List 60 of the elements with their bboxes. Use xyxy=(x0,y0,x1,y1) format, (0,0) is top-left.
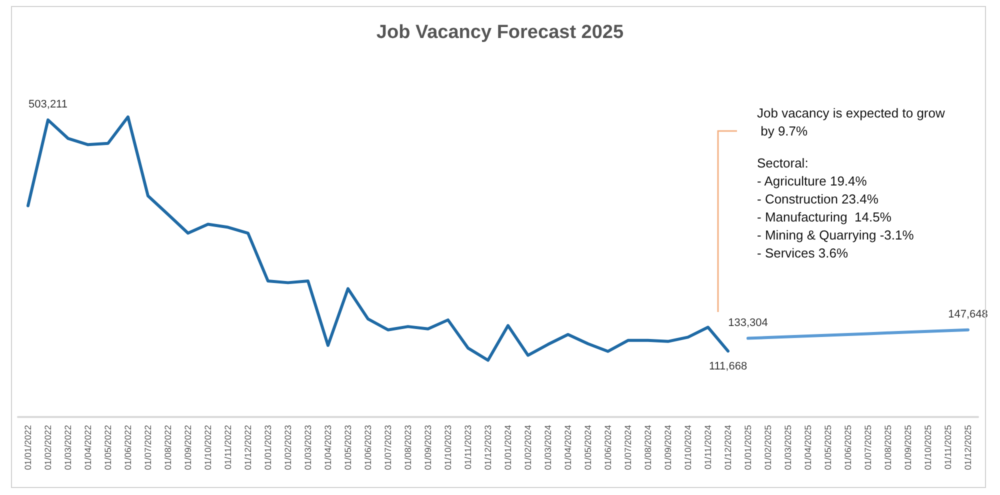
x-tick-label: 01/05/2025 xyxy=(823,425,833,470)
x-tick-label: 01/03/2022 xyxy=(63,425,73,470)
annotation: Sectoral: xyxy=(757,156,808,170)
data-label: 503,211 xyxy=(28,98,68,110)
x-tick-label: 01/02/2023 xyxy=(283,425,293,470)
x-tick-label: 01/08/2024 xyxy=(643,425,653,470)
x-tick-label: 01/05/2022 xyxy=(103,425,113,470)
x-tick-label: 01/12/2022 xyxy=(243,425,253,470)
x-tick-label: 01/03/2025 xyxy=(783,425,793,470)
annotation: - Agriculture 19.4% xyxy=(757,174,868,188)
chart-title: Job Vacancy Forecast 2025 xyxy=(376,22,624,43)
x-tick-label: 01/02/2022 xyxy=(43,425,53,470)
x-tick-label: 01/01/2025 xyxy=(743,425,753,470)
x-tick-label: 01/12/2024 xyxy=(723,425,733,470)
annotation: - Construction 23.4% xyxy=(757,192,879,206)
x-tick-label: 01/08/2023 xyxy=(403,425,413,470)
x-tick-label: 01/05/2023 xyxy=(343,425,353,470)
data-label: 111,668 xyxy=(708,360,748,373)
x-tick-label: 01/04/2023 xyxy=(323,425,333,470)
x-tick-label: 01/08/2022 xyxy=(163,425,173,470)
x-tick-label: 01/01/2022 xyxy=(23,425,33,470)
x-tick-label: 01/06/2023 xyxy=(363,425,373,470)
x-tick-label: 01/06/2024 xyxy=(603,425,613,470)
x-tick-label: 01/11/2024 xyxy=(703,425,713,470)
x-tick-label: 01/10/2022 xyxy=(203,425,213,470)
x-tick-label: 01/01/2023 xyxy=(263,425,273,470)
x-tick-label: 01/06/2022 xyxy=(123,425,133,470)
annotation: - Manufacturing 14.5% xyxy=(757,210,892,224)
x-tick-label: 01/03/2024 xyxy=(543,425,553,470)
x-tick-label: 01/07/2024 xyxy=(623,425,633,470)
annotation: - Mining & Quarrying -3.1% xyxy=(757,228,914,242)
x-tick-label: 01/11/2023 xyxy=(463,425,473,470)
x-tick-label: 01/09/2024 xyxy=(663,425,673,470)
data-label: 133,304 xyxy=(728,316,768,329)
x-tick-label: 01/11/2025 xyxy=(943,425,953,470)
x-tick-label: 01/11/2022 xyxy=(223,425,233,470)
x-tick-label: 01/07/2023 xyxy=(383,425,393,470)
x-tick-label: 01/07/2022 xyxy=(143,425,153,470)
x-tick-label: 01/12/2023 xyxy=(483,425,493,470)
data-label: 147,648 xyxy=(948,308,988,320)
x-tick-label: 01/09/2025 xyxy=(903,425,913,470)
x-tick-label: 01/02/2024 xyxy=(523,425,533,470)
x-tick-label: 01/07/2025 xyxy=(863,425,873,470)
annotation: Job vacancy is expected to grow by 9.7% xyxy=(757,106,946,138)
x-tick-label: 01/08/2025 xyxy=(883,425,893,470)
annotation: - Services 3.6% xyxy=(757,246,848,260)
x-tick-label: 01/01/2024 xyxy=(503,425,513,470)
x-tick-label: 01/09/2023 xyxy=(423,425,433,470)
x-tick-label: 01/04/2025 xyxy=(803,425,813,470)
x-tick-label: 01/10/2023 xyxy=(443,425,453,470)
x-tick-label: 01/03/2023 xyxy=(303,425,313,470)
x-tick-label: 01/10/2025 xyxy=(923,425,933,470)
x-tick-label: 01/05/2024 xyxy=(583,425,593,470)
x-tick-label: 01/10/2024 xyxy=(683,425,693,470)
x-tick-label: 01/06/2025 xyxy=(843,425,853,470)
x-tick-label: 01/02/2025 xyxy=(763,425,773,470)
x-tick-label: 01/09/2022 xyxy=(183,425,193,470)
x-tick-label: 01/12/2025 xyxy=(963,425,973,470)
x-tick-label: 01/04/2024 xyxy=(563,425,573,470)
x-tick-label: 01/04/2022 xyxy=(83,425,93,470)
